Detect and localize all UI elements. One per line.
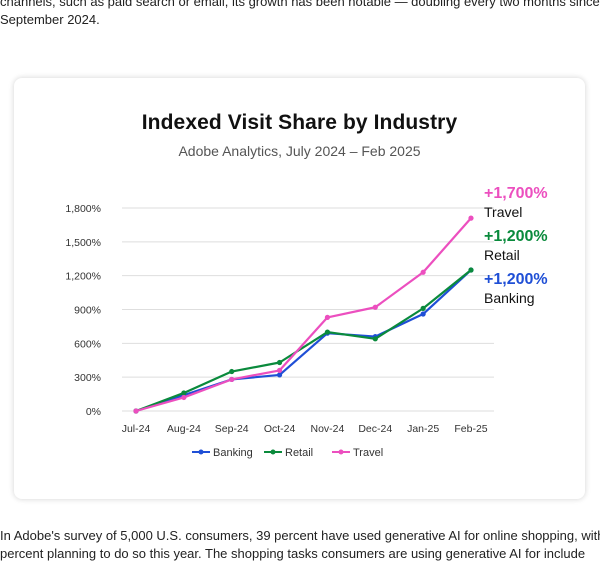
legend-swatch-marker xyxy=(198,449,204,455)
data-point-travel xyxy=(181,394,187,401)
x-tick-label: Sep-24 xyxy=(215,423,249,435)
y-tick-label: 1,500% xyxy=(65,237,101,249)
y-tick-label: 1,800% xyxy=(65,203,101,215)
article-line: September 2024. xyxy=(0,12,100,27)
callout-value-banking: +1,200% xyxy=(484,271,548,288)
data-point-banking xyxy=(276,372,283,378)
x-tick-label: Aug-24 xyxy=(167,423,201,435)
callout-label-retail: Retail xyxy=(484,247,520,263)
series-line-travel xyxy=(135,217,472,413)
chart-subtitle: Adobe Analytics, July 2024 – Feb 2025 xyxy=(178,143,421,159)
y-tick-label: 600% xyxy=(74,338,101,350)
callout-value-retail: +1,200% xyxy=(484,228,548,245)
legend-item-travel: Travel xyxy=(353,447,383,459)
article-paragraph-top: channels, such as paid search or email, … xyxy=(0,0,600,29)
data-point-retail xyxy=(229,368,235,375)
data-point-retail xyxy=(468,267,474,273)
data-point-retail xyxy=(324,329,331,335)
legend-item-retail: Retail xyxy=(285,447,313,459)
callout-label-travel: Travel xyxy=(484,204,522,220)
data-point-travel xyxy=(133,408,139,414)
data-point-retail xyxy=(372,336,378,342)
article-line: percent planning to do so this year. The… xyxy=(0,546,586,561)
legend-swatch-marker xyxy=(270,449,276,455)
chart-title: Indexed Visit Share by Industry xyxy=(141,111,458,134)
x-tick-label: Jan-25 xyxy=(407,423,439,435)
legend-swatch-marker xyxy=(338,449,344,455)
article-line: channels, such as paid search or email, … xyxy=(0,0,600,9)
y-tick-label: 900% xyxy=(74,305,101,317)
y-tick-label: 1,200% xyxy=(65,271,101,283)
legend-item-banking: Banking xyxy=(213,447,253,459)
x-tick-label: Jul-24 xyxy=(122,423,151,435)
x-tick-label: Oct-24 xyxy=(264,423,296,435)
data-point-travel xyxy=(468,215,474,221)
series-line-banking xyxy=(135,269,472,413)
data-point-banking xyxy=(420,311,426,317)
data-point-travel xyxy=(229,376,235,383)
data-point-retail xyxy=(420,305,426,311)
line-chart: 0% 300% 600% 900% 1,200% 1,500% 1,800% Jul-24 Au… xyxy=(65,185,548,459)
article-line: In Adobe's survey of 5,000 U.S. consumer… xyxy=(0,528,600,543)
data-point-travel xyxy=(372,304,378,310)
y-tick-label: 300% xyxy=(74,372,101,384)
series-line-retail xyxy=(135,269,472,413)
chart-card: Indexed Visit Share by Industry Adobe An… xyxy=(14,78,585,499)
x-tick-label: Nov-24 xyxy=(310,423,344,435)
data-point-travel xyxy=(420,269,426,275)
data-point-retail xyxy=(181,390,187,396)
y-tick-label: 0% xyxy=(86,406,101,418)
callout-label-banking: Banking xyxy=(484,290,535,306)
article-paragraph-bottom: In Adobe's survey of 5,000 U.S. consumer… xyxy=(0,527,600,563)
data-point-travel xyxy=(324,314,331,320)
callout-value-travel: +1,700% xyxy=(484,185,548,202)
x-tick-label: Feb-25 xyxy=(454,423,487,435)
data-point-retail xyxy=(276,359,283,366)
data-point-travel xyxy=(276,367,283,373)
x-tick-label: Dec-24 xyxy=(358,423,392,435)
